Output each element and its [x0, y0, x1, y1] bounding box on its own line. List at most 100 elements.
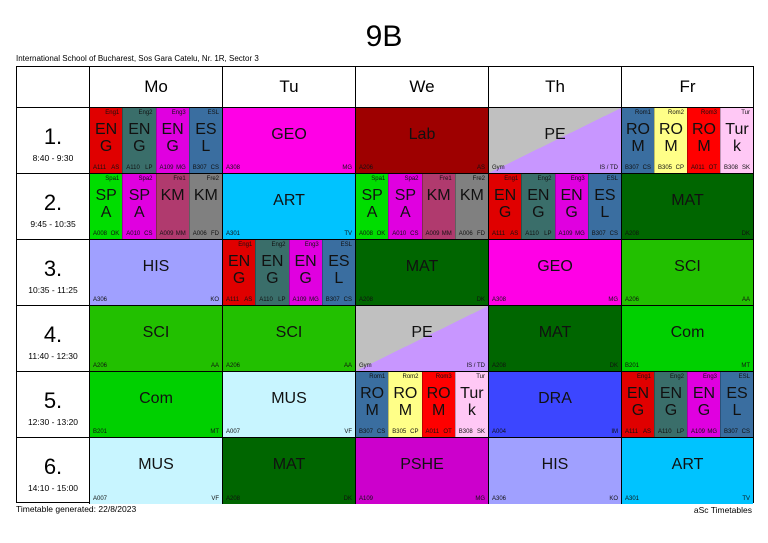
lesson-card[interactable]: Eng1 ENG A111 AS: [622, 372, 654, 437]
lesson-card[interactable]: Lab A206 AS: [356, 108, 488, 173]
lesson-card[interactable]: Fre2 KM A006 FD: [188, 174, 222, 239]
timetable-cell-fr-p2[interactable]: MAT A208 DK: [622, 174, 753, 240]
lesson-card[interactable]: Eng2 ENG A110 LP: [521, 174, 555, 239]
lesson-card[interactable]: Eng3 ENG A109 MG: [155, 108, 189, 173]
room-label: A308: [226, 165, 241, 171]
lesson-card[interactable]: Eng1 ENG A111 AS: [90, 108, 123, 173]
teacher-label: CS: [741, 429, 750, 435]
lesson-card[interactable]: Eng1 ENG A111 AS: [489, 174, 522, 239]
lesson-card[interactable]: MAT A208 DK: [489, 306, 621, 371]
lesson-card[interactable]: HIS A306 KO: [489, 438, 621, 504]
timetable-cell-tu-p4[interactable]: SCI A206 AA: [223, 306, 356, 372]
timetable-cell-we-p6[interactable]: PSHE A109 MG: [356, 438, 489, 504]
lesson-card[interactable]: ART A301 TV: [223, 174, 355, 239]
timetable-cell-th-p3[interactable]: GEO A308 MG: [489, 240, 622, 306]
lesson-card[interactable]: PE Gym IS / TD: [356, 306, 488, 371]
room-label: A308: [492, 297, 507, 303]
room-label: B307: [625, 165, 640, 171]
lesson-card[interactable]: Fre1 KM A009 MM: [155, 174, 189, 239]
lesson-card[interactable]: PSHE A109 MG: [356, 438, 488, 504]
timetable-cell-th-p1[interactable]: PE Gym IS / TD: [489, 108, 622, 174]
timetable-cell-mo-p6[interactable]: MUS A007 VF: [90, 438, 223, 504]
lesson-card[interactable]: Eng3 ENG A109 MG: [288, 240, 322, 305]
lesson-card[interactable]: Eng1 ENG A111 AS: [223, 240, 256, 305]
timetable-cell-fr-p3[interactable]: SCI A206 AA: [622, 240, 753, 306]
lesson-card[interactable]: SCI A206 AA: [223, 306, 355, 371]
lesson-card[interactable]: ESL ESL B307 CS: [321, 240, 355, 305]
lesson-card[interactable]: Rom2 ROM B305 CP: [388, 372, 422, 437]
lesson-card[interactable]: Rom3 ROM A011 OT: [687, 108, 720, 173]
timetable-cell-we-p2[interactable]: Spa1 SPA A008 OK Spa2 SPA A010 CS Fre1 KM A009 MM Fr…: [356, 174, 489, 240]
lesson-card[interactable]: ESL ESL B307 CS: [587, 174, 621, 239]
timetable-cell-we-p5[interactable]: Rom1 ROM B307 CS Rom2 ROM B305 CP Rom3 ROM A011 OT T…: [356, 372, 489, 438]
lesson-card[interactable]: Eng3 ENG A109 MG: [687, 372, 720, 437]
lesson-card[interactable]: Fre1 KM A009 MM: [421, 174, 455, 239]
subject-label: KM: [193, 187, 218, 204]
period-number: 6.: [43, 454, 63, 479]
lesson-card[interactable]: Eng2 ENG A110 LP: [255, 240, 289, 305]
lesson-card[interactable]: SCI A206 AA: [622, 240, 753, 305]
lesson-card[interactable]: MUS A007 VF: [90, 438, 222, 504]
timetable-cell-fr-p1[interactable]: Rom1 ROM B307 CS Rom2 ROM B305 CP Rom3 ROM A011 OT T…: [622, 108, 753, 174]
room-label: A109: [558, 231, 573, 237]
lesson-card[interactable]: MAT A208 DK: [223, 438, 355, 504]
lesson-card[interactable]: Eng3 ENG A109 MG: [554, 174, 588, 239]
lesson-card[interactable]: MAT A208 DK: [622, 174, 753, 239]
timetable-cell-mo-p2[interactable]: Spa1 SPA A008 OK Spa2 SPA A010 CS Fre1 KM A009 MM Fr…: [90, 174, 223, 240]
timetable-cell-tu-p1[interactable]: GEO A308 MG: [223, 108, 356, 174]
lesson-card[interactable]: HIS A306 KO: [90, 240, 222, 305]
timetable-cell-fr-p4[interactable]: Com B201 MT: [622, 306, 753, 372]
lesson-card[interactable]: Rom3 ROM A011 OT: [421, 372, 455, 437]
lesson-card[interactable]: ESL ESL B307 CS: [720, 372, 753, 437]
timetable-cell-mo-p4[interactable]: SCI A206 AA: [90, 306, 223, 372]
lesson-card[interactable]: ART A301 TV: [622, 438, 753, 504]
lesson-card[interactable]: Spa2 SPA A010 CS: [122, 174, 156, 239]
lesson-card[interactable]: Tur Turk B308 SK: [720, 108, 753, 173]
timetable-cell-mo-p3[interactable]: HIS A306 KO: [90, 240, 223, 306]
lesson-card[interactable]: Spa1 SPA A008 OK: [90, 174, 123, 239]
room-label: A208: [492, 363, 507, 369]
timetable-cell-fr-p5[interactable]: Eng1 ENG A111 AS Eng2 ENG A110 LP Eng3 ENG A109 MG E…: [622, 372, 753, 438]
timetable-cell-th-p6[interactable]: HIS A306 KO: [489, 438, 622, 504]
lesson-card[interactable]: SCI A206 AA: [90, 306, 222, 371]
room-label: B307: [591, 231, 606, 237]
lesson-card[interactable]: Fre2 KM A006 FD: [454, 174, 488, 239]
timetable-cell-th-p5[interactable]: DRA A004 IM: [489, 372, 622, 438]
timetable-cell-tu-p5[interactable]: MUS A007 VF: [223, 372, 356, 438]
lesson-card[interactable]: GEO A308 MG: [223, 108, 355, 173]
lesson-card[interactable]: Rom2 ROM B305 CP: [654, 108, 687, 173]
lesson-card[interactable]: Com B201 MT: [90, 372, 222, 437]
timetable-cell-th-p4[interactable]: MAT A208 DK: [489, 306, 622, 372]
subject-label: KM: [160, 187, 185, 204]
lesson-card[interactable]: GEO A308 MG: [489, 240, 621, 305]
lesson-card[interactable]: Eng2 ENG A110 LP: [654, 372, 687, 437]
room-label: A208: [625, 231, 640, 237]
timetable-cell-we-p1[interactable]: Lab A206 AS: [356, 108, 489, 174]
period-number: 3.: [43, 256, 63, 281]
lesson-card[interactable]: Rom1 ROM B307 CS: [356, 372, 389, 437]
timetable-cell-tu-p3[interactable]: Eng1 ENG A111 AS Eng2 ENG A110 LP Eng3 ENG A109 MG E…: [223, 240, 356, 306]
lesson-card[interactable]: Tur Turk B308 SK: [454, 372, 488, 437]
timetable-cell-fr-p6[interactable]: ART A301 TV: [622, 438, 753, 504]
lesson-card[interactable]: MUS A007 VF: [223, 372, 355, 437]
lesson-card[interactable]: Rom1 ROM B307 CS: [622, 108, 654, 173]
teacher-label: DK: [343, 496, 352, 502]
timetable-cell-tu-p6[interactable]: MAT A208 DK: [223, 438, 356, 504]
lesson-card[interactable]: Spa1 SPA A008 OK: [356, 174, 389, 239]
lesson-card[interactable]: Eng2 ENG A110 LP: [122, 108, 156, 173]
teacher-label: LP: [278, 297, 286, 303]
lesson-card[interactable]: DRA A004 IM: [489, 372, 621, 437]
timetable-cell-mo-p1[interactable]: Eng1 ENG A111 AS Eng2 ENG A110 LP Eng3 ENG A109 MG E…: [90, 108, 223, 174]
subject-label: ENG: [95, 121, 118, 155]
timetable-cell-mo-p5[interactable]: Com B201 MT: [90, 372, 223, 438]
lesson-card[interactable]: ESL ESL B307 CS: [188, 108, 222, 173]
lesson-card[interactable]: MAT A208 DK: [356, 240, 488, 305]
timetable-cell-we-p4[interactable]: PE Gym IS / TD: [356, 306, 489, 372]
group-label: Spa1: [105, 176, 120, 182]
lesson-card[interactable]: Com B201 MT: [622, 306, 753, 371]
lesson-card[interactable]: PE Gym IS / TD: [489, 108, 621, 173]
timetable-cell-we-p3[interactable]: MAT A208 DK: [356, 240, 489, 306]
timetable-cell-tu-p2[interactable]: ART A301 TV: [223, 174, 356, 240]
timetable-cell-th-p2[interactable]: Eng1 ENG A111 AS Eng2 ENG A110 LP Eng3 ENG A109 MG E…: [489, 174, 622, 240]
lesson-card[interactable]: Spa2 SPA A010 CS: [388, 174, 422, 239]
